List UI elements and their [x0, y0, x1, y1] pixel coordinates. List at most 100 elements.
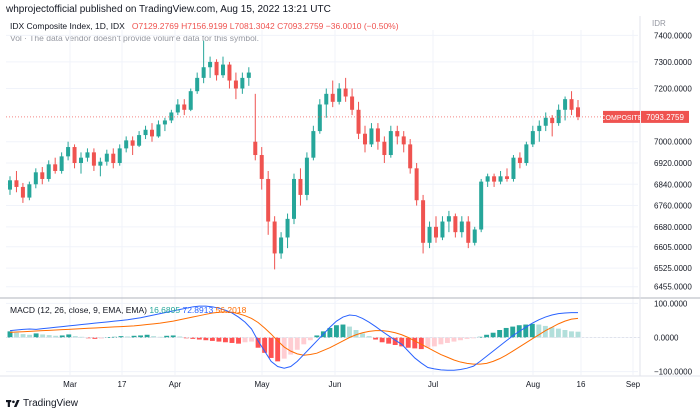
macd-histogram-bar — [131, 335, 137, 338]
macd-histogram-bar — [314, 335, 320, 338]
macd-histogram-bar — [458, 337, 463, 341]
macd-histogram-bar — [562, 330, 568, 338]
close-value: C7093.2759 — [277, 21, 324, 31]
macd-histogram-bar — [425, 337, 431, 348]
candle-down — [130, 140, 135, 146]
price-axis-tick-label: 6840.0000 — [654, 180, 692, 189]
macd-axis-tick-label: 100.0000 — [654, 299, 688, 308]
candle-up — [485, 176, 490, 182]
macd-histogram-bar — [118, 336, 124, 338]
macd-histogram-bar — [223, 337, 228, 343]
candle-up — [195, 77, 200, 92]
candle-down — [395, 131, 400, 137]
candle-up — [124, 140, 129, 149]
macd-histogram-bar — [542, 325, 548, 338]
candle-down — [343, 88, 348, 97]
candle-up — [459, 221, 464, 233]
price-axis-tick-label: 7300.0000 — [654, 58, 692, 67]
time-axis-tick-label: Apr — [169, 380, 182, 389]
macd-histogram-bar — [431, 337, 437, 347]
candle-up — [98, 161, 103, 166]
candle-down — [14, 180, 19, 187]
macd-histogram-bar — [236, 337, 241, 344]
candle-up — [201, 67, 206, 78]
candle-up — [104, 153, 109, 162]
macd-histogram-bar — [360, 333, 365, 338]
price-axis-tick-label: 6920.0000 — [654, 159, 692, 168]
published-header: whprojectofficial published on TradingVi… — [6, 4, 331, 15]
macd-histogram-bar — [40, 334, 46, 338]
time-axis-tick-label: Mar — [63, 380, 77, 389]
candle-down — [272, 221, 277, 254]
macd-histogram-bar — [575, 331, 581, 338]
macd-histogram-bar — [209, 337, 215, 341]
candle-up — [27, 184, 32, 198]
macd-histogram-bar — [569, 331, 574, 338]
time-axis-tick-label: Jul — [428, 380, 438, 389]
candle-up — [427, 226, 432, 243]
candle-up — [285, 218, 290, 238]
candle-down — [504, 176, 510, 179]
candle-up — [337, 88, 342, 102]
candle-down — [298, 178, 303, 195]
macd-histogram-bar — [177, 336, 183, 338]
macd-histogram-bar — [549, 327, 555, 338]
candle-down — [182, 104, 187, 110]
candle-down — [421, 200, 426, 243]
candle-up — [369, 128, 374, 145]
macd-axis-tick-label: 0.0000 — [654, 334, 679, 343]
macd-histogram-bar — [151, 336, 157, 338]
candle-down — [149, 129, 155, 137]
macd-histogram-bar — [503, 327, 509, 338]
candle-up — [537, 125, 542, 132]
macd-histogram-bar — [386, 337, 392, 344]
macd-histogram-bar — [138, 335, 144, 338]
macd-histogram-bar — [268, 337, 274, 358]
symbol-name[interactable]: IDX Composite Index, 1D, IDX — [10, 21, 125, 31]
time-axis-tick-label: 16 — [577, 380, 586, 389]
macd-histogram-bar — [262, 337, 268, 353]
candle-down — [214, 61, 219, 76]
candle-down — [20, 186, 25, 198]
candle-down — [492, 176, 497, 182]
candle-down — [111, 153, 116, 163]
macd-histogram-bar — [444, 337, 450, 343]
candle-down — [575, 107, 581, 117]
macd-histogram-bar — [490, 332, 496, 338]
macd-histogram-bar — [53, 335, 59, 338]
candle-up — [498, 176, 503, 182]
time-axis-tick-label: 17 — [118, 380, 127, 389]
macd-histogram-bar — [125, 336, 130, 338]
candle-up — [524, 144, 529, 163]
macd-signal-value: 56.2018 — [215, 305, 247, 315]
candle-up — [388, 131, 393, 156]
macd-histogram-bar — [510, 326, 516, 338]
candle-up — [137, 135, 142, 146]
macd-histogram-bar — [196, 337, 202, 340]
candle-down — [233, 80, 238, 89]
candle-down — [259, 155, 264, 179]
macd-histogram-bar — [327, 327, 333, 338]
candle-down — [91, 152, 96, 166]
macd-label[interactable]: MACD (12, 26, close, 9, EMA, EMA) — [10, 305, 147, 315]
price-axis-tick-label: 6605.0000 — [654, 243, 692, 252]
candle-up — [78, 157, 84, 163]
candle-up — [7, 180, 13, 190]
macd-histogram-bar — [164, 335, 170, 338]
candle-down — [517, 157, 522, 163]
candle-up — [117, 148, 122, 163]
footer[interactable]: TradingView — [6, 398, 78, 409]
tradingview-logo-icon — [6, 400, 20, 407]
candle-up — [472, 229, 477, 243]
candle-up — [479, 181, 484, 230]
candle-up — [563, 99, 568, 110]
macd-histogram-bar — [418, 337, 424, 350]
price-axis-tick-label: 6680.0000 — [654, 223, 692, 232]
macd-main-line — [9, 305, 579, 371]
candle-down — [414, 168, 419, 201]
candle-up — [530, 131, 535, 145]
macd-histogram-bar — [301, 337, 307, 345]
price-tag-name-bg — [603, 110, 640, 123]
candle-up — [511, 157, 516, 179]
